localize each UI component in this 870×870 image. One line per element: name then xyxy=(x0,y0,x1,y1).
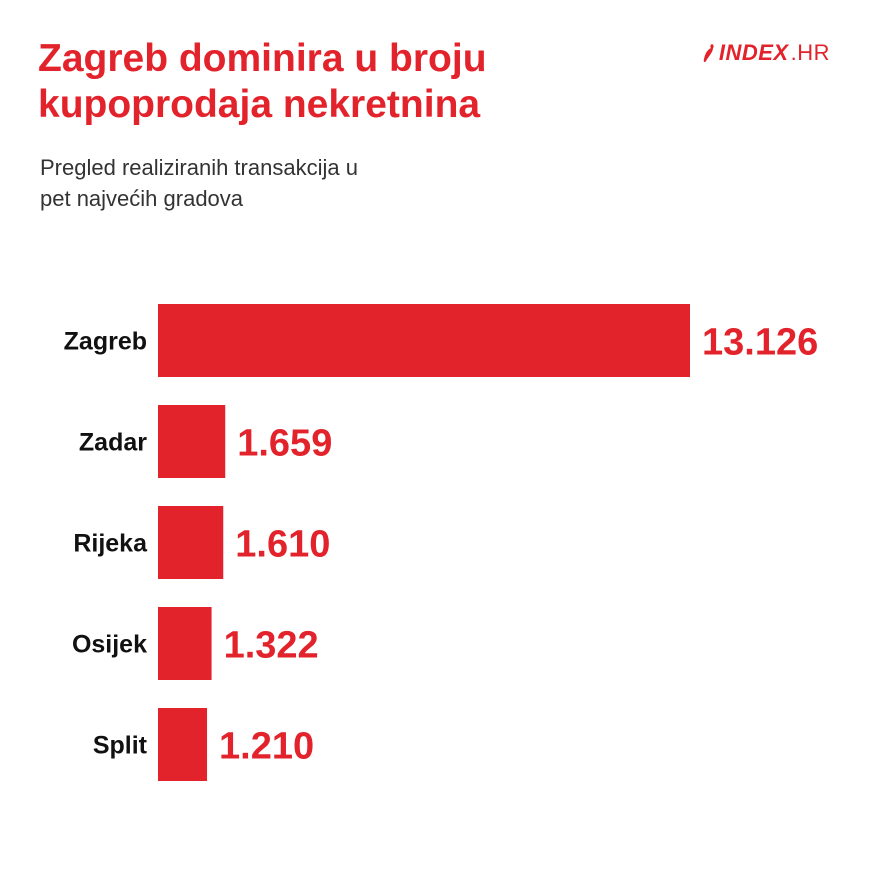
bar-osijek xyxy=(158,607,212,680)
chili-pepper-icon xyxy=(703,44,714,63)
category-label-split: Split xyxy=(93,732,148,760)
bar-split xyxy=(158,708,208,781)
value-label-zadar: 1.659 xyxy=(237,423,332,465)
subtitle-line-2: pet najvećih gradova xyxy=(40,186,244,211)
bar-zadar xyxy=(158,405,226,478)
category-label-zadar: Zadar xyxy=(79,429,147,457)
page-subtitle: Pregled realiziranih transakcija u pet n… xyxy=(40,152,560,214)
category-label-zagreb: Zagreb xyxy=(64,328,147,356)
title-line-2: kupoprodaja nekretnina xyxy=(38,83,481,126)
bar-zagreb xyxy=(158,304,690,377)
title-line-1: Zagreb dominira u broju xyxy=(38,37,487,80)
page-title: Zagreb dominira u broju kupoprodaja nekr… xyxy=(38,36,638,128)
logo-brand: INDEX xyxy=(718,40,789,65)
value-label-osijek: 1.322 xyxy=(224,625,319,667)
value-label-split: 1.210 xyxy=(219,726,314,768)
category-label-osijek: Osijek xyxy=(72,631,147,659)
category-label-rijeka: Rijeka xyxy=(73,530,148,558)
subtitle-line-1: Pregled realiziranih transakcija u xyxy=(40,155,358,180)
value-label-zagreb: 13.126 xyxy=(702,322,818,364)
index-hr-logo[interactable]: INDEX .HR xyxy=(701,40,830,66)
logo-tld: .HR xyxy=(790,40,830,65)
bar-rijeka xyxy=(158,506,224,579)
value-label-rijeka: 1.610 xyxy=(235,524,330,566)
